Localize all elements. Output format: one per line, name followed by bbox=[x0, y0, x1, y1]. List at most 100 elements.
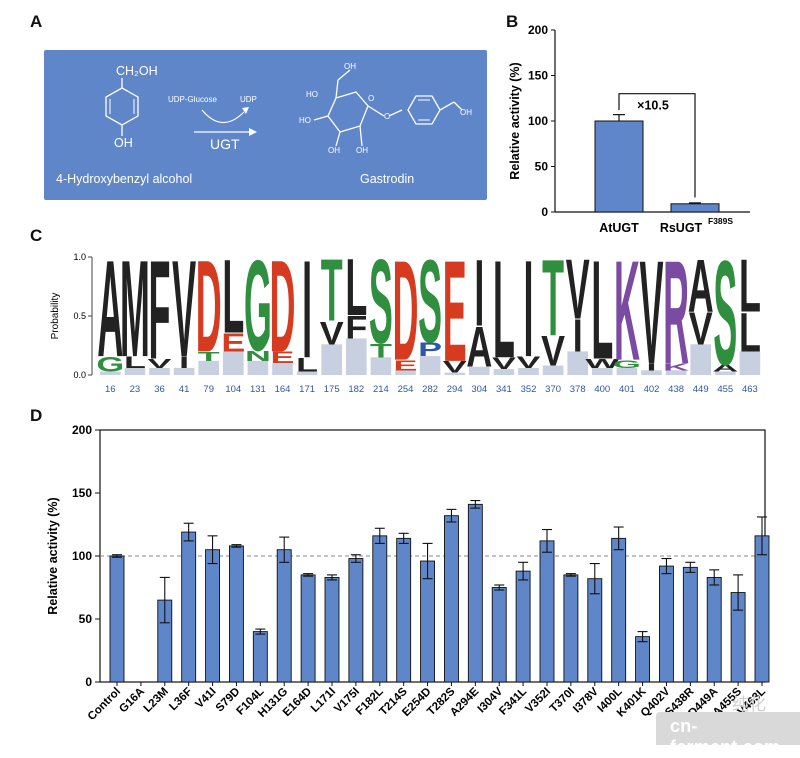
product-name: Gastrodin bbox=[360, 172, 415, 186]
bar-F182L bbox=[372, 535, 388, 683]
logo-residual bbox=[370, 357, 392, 375]
x-tick-label-L171I: L171I bbox=[309, 686, 338, 715]
logo-top-residue: L bbox=[222, 238, 244, 356]
glucose-ring bbox=[327, 91, 369, 133]
glycosidic-oxygen: O bbox=[384, 112, 391, 121]
logo-residual bbox=[100, 371, 121, 375]
bar-L171I bbox=[324, 576, 340, 683]
logo-top-residue: L bbox=[591, 231, 613, 389]
logo-position-label: 164 bbox=[275, 384, 291, 395]
bar-A294E bbox=[467, 503, 483, 683]
logo-position-label: 402 bbox=[644, 384, 660, 395]
x-tick-label-F341L: F341L bbox=[497, 686, 529, 718]
bar-S438R bbox=[682, 566, 698, 683]
logo-residual bbox=[739, 351, 761, 375]
logo-second-residue: T bbox=[198, 349, 221, 364]
logo-position-label: 370 bbox=[545, 384, 561, 395]
bar-L36F bbox=[181, 531, 197, 683]
y-tick-label: 0 bbox=[541, 205, 548, 219]
x-tick-label-L23M: L23M bbox=[142, 686, 171, 715]
logo-residual bbox=[665, 370, 687, 375]
logo-top-residue: G bbox=[244, 234, 272, 378]
logo-second-residue: V bbox=[320, 316, 344, 352]
logo-top-residue: I bbox=[474, 241, 484, 347]
logo-residual bbox=[296, 371, 318, 375]
logo-top-residue: D bbox=[393, 232, 419, 391]
bar-I304V bbox=[491, 587, 507, 683]
logo-top-residue: E bbox=[443, 232, 467, 393]
panel-d-label: D bbox=[30, 406, 43, 425]
logo-position-label: 378 bbox=[570, 384, 586, 395]
x-tick-label-L36F: L36F bbox=[167, 686, 194, 713]
logo-residual bbox=[321, 344, 342, 375]
logo-position-label: 401 bbox=[619, 384, 635, 395]
enzyme-label: UGT bbox=[210, 136, 240, 152]
logo-position-label: 104 bbox=[225, 384, 241, 395]
logo-position-label: 455 bbox=[717, 384, 733, 395]
y-tick-label: 200 bbox=[528, 23, 548, 37]
bar-S79D bbox=[228, 545, 244, 683]
panel-a-label: A bbox=[30, 12, 43, 31]
logo-position-label: 341 bbox=[496, 384, 512, 395]
aglycone-ring bbox=[407, 95, 441, 125]
bar-T214S bbox=[396, 537, 412, 683]
logo-top-residue: D bbox=[270, 234, 296, 380]
chart-c-sequence-logo: 0.00.51.0ProbabilityGA16LM23VF36IV41TD79… bbox=[50, 230, 761, 396]
substrate-oh: OH bbox=[114, 136, 133, 150]
logo-position-label: 438 bbox=[668, 384, 684, 395]
logo-top-residue: F bbox=[149, 231, 171, 389]
logo-second-residue: N bbox=[245, 347, 271, 364]
y-axis-label: Relative activity (%) bbox=[508, 62, 522, 179]
logo-residual bbox=[641, 370, 662, 375]
logo-position-label: 23 bbox=[130, 384, 141, 395]
logo-residual bbox=[592, 367, 613, 375]
logo-top-residue: R bbox=[663, 230, 689, 395]
logo-second-residue: G bbox=[96, 353, 124, 377]
logo-top-residue: K bbox=[614, 232, 640, 391]
glucose-oh-4: OH bbox=[356, 146, 368, 155]
x-tick-label-V352I: V352I bbox=[523, 686, 553, 716]
logo-top-residue: V bbox=[640, 230, 664, 395]
logo-second-residue: E bbox=[221, 328, 245, 357]
y-tick-label: 100 bbox=[72, 549, 92, 563]
y-tick-label: 50 bbox=[79, 612, 93, 626]
bar-T370I bbox=[563, 574, 579, 683]
bar-D449A bbox=[706, 576, 722, 683]
logo-residual bbox=[198, 360, 219, 375]
glucose-oh-top: OH bbox=[344, 62, 356, 71]
ring-oxygen: O bbox=[368, 94, 375, 103]
bar-T282S bbox=[443, 515, 459, 683]
logo-second-residue: K bbox=[663, 361, 689, 372]
x-tick-label-T370I: T370I bbox=[548, 686, 577, 715]
logo-position-label: 254 bbox=[398, 384, 414, 395]
bar-F341L bbox=[515, 570, 531, 683]
logo-second-residue: L bbox=[296, 354, 318, 376]
logo-second-residue: I bbox=[647, 361, 657, 372]
logo-second-residue: L bbox=[124, 353, 146, 371]
logo-top-residue: V bbox=[566, 241, 590, 336]
bar-V41I bbox=[205, 549, 221, 683]
bar-Q402V bbox=[658, 565, 674, 683]
y-axis-label: Relative activity (%) bbox=[46, 497, 60, 614]
x-tick-superscript: F389S bbox=[708, 216, 733, 226]
logo-position-label: 463 bbox=[742, 384, 758, 395]
bar-AtUGT bbox=[594, 120, 644, 213]
logo-position-label: 400 bbox=[594, 384, 610, 395]
logo-residual bbox=[395, 370, 416, 375]
logo-position-label: 214 bbox=[373, 384, 389, 395]
logo-residual bbox=[469, 366, 490, 375]
logo-residual bbox=[616, 367, 638, 375]
logo-top-residue: L bbox=[739, 244, 761, 328]
chart-d-mutant-activity: 0 50 100 150 200 Relative activity (%) Control… bbox=[46, 423, 770, 723]
logo-top-residue: M bbox=[120, 233, 150, 386]
significance-bracket bbox=[618, 93, 696, 198]
panel-b-label: B bbox=[506, 12, 519, 31]
logo-position-label: 282 bbox=[422, 384, 438, 395]
logo-second-residue: A bbox=[466, 316, 492, 380]
logo-top-residue: I bbox=[302, 231, 312, 387]
substrate-name: 4-Hydroxybenzyl alcohol bbox=[56, 172, 193, 186]
logo-y-tick-label: 0.5 bbox=[73, 311, 86, 321]
watermark-bg bbox=[656, 712, 800, 745]
glucose-oh-3: OH bbox=[328, 146, 340, 155]
logo-second-residue: W bbox=[585, 356, 620, 371]
